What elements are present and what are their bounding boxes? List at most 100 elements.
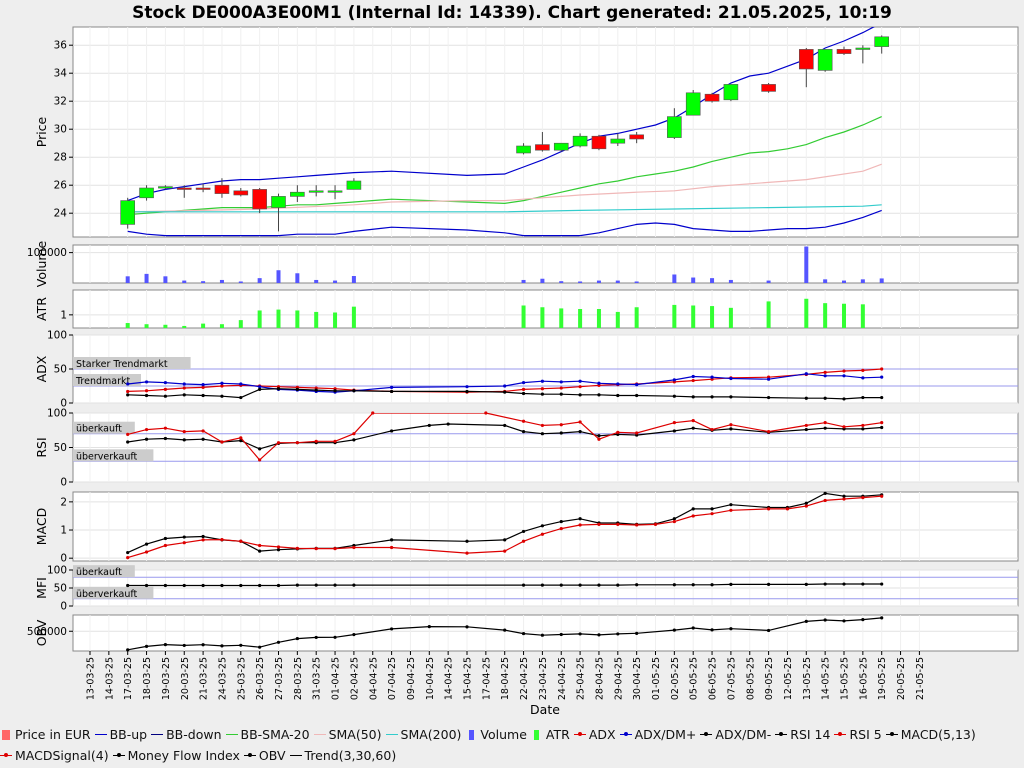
adx-panel-level-label: Trendmarkt xyxy=(75,376,130,387)
macd-panel-point-macd_signal xyxy=(144,550,149,554)
adx-panel-point-adx xyxy=(220,384,224,388)
x-tick-label: 18-03-25 xyxy=(142,657,153,700)
mfi-panel-point-mfi xyxy=(521,583,526,587)
price-line-bb_down xyxy=(127,209,882,237)
rsi-panel-point-rsi5 xyxy=(597,437,601,441)
x-tick-label: 14-03-25 xyxy=(104,657,115,700)
rsi-panel-point-rsi14 xyxy=(691,426,695,430)
obv-panel-point-obv xyxy=(578,632,582,636)
adx-panel-point-dm_plus xyxy=(503,384,507,388)
obv-panel-point-obv xyxy=(559,632,563,637)
x-tick-label: 25-04-25 xyxy=(576,657,587,700)
obv-panel-point-obv xyxy=(804,619,808,623)
adx-panel-ytick-label: 100 xyxy=(47,330,67,342)
candle-body xyxy=(572,135,588,147)
x-tick-label: 07-04-25 xyxy=(387,657,398,700)
x-tick-label: 17-03-25 xyxy=(123,657,134,700)
adx-panel-point-adx xyxy=(144,389,149,393)
macd-panel-point-macd_signal xyxy=(126,556,130,560)
adx-panel-point-dm_plus xyxy=(126,382,130,386)
mfi-panel-point-mfi xyxy=(804,582,808,587)
volume-panel-bar xyxy=(860,279,865,283)
x-tick-label: 26-03-25 xyxy=(255,657,266,700)
x-tick-label: 21-03-25 xyxy=(199,657,210,700)
legend-swatch xyxy=(573,724,586,745)
adx-panel-point-adx xyxy=(578,385,582,389)
adx-panel-point-dm_plus xyxy=(578,379,582,383)
atr-panel-bar xyxy=(615,311,620,328)
adx-panel-point-dm_plus xyxy=(710,375,714,379)
atr-panel-frame xyxy=(72,289,1019,329)
adx-panel-point-dm_minus xyxy=(578,393,582,397)
mfi-panel-point-mfi xyxy=(276,583,281,588)
x-tick-label: 21-05-25 xyxy=(915,657,926,700)
price-panel-ytick-label: 30 xyxy=(54,124,67,136)
x-tick-label: 29-04-25 xyxy=(613,657,624,700)
adx-panel-point-adx xyxy=(880,367,884,371)
rsi-panel-point-rsi5 xyxy=(672,421,676,425)
x-tick-label: 20-03-25 xyxy=(180,657,191,700)
obv-panel-point-obv xyxy=(842,619,846,623)
mfi-panel-point-mfi xyxy=(295,583,299,587)
macd-panel-point-macd xyxy=(276,548,281,552)
macd-panel-point-macd_signal xyxy=(352,545,356,550)
legend-label: ADX/DM+ xyxy=(634,727,697,742)
candle-body xyxy=(271,196,286,208)
atr-panel-bar xyxy=(728,307,733,328)
rsi-panel-point-rsi5 xyxy=(126,432,130,436)
candle-body xyxy=(591,135,607,150)
adx-panel-point-dm_minus xyxy=(842,397,846,401)
mfi-panel-point-mfi xyxy=(559,583,563,587)
x-tick-label: 01-04-25 xyxy=(331,657,342,700)
obv-panel-point-obv xyxy=(314,635,318,640)
adx-panel-point-dm_minus xyxy=(521,391,526,396)
legend-swatch xyxy=(313,724,326,745)
adx-panel-point-dm_plus xyxy=(880,375,884,379)
adx-panel-point-adx xyxy=(126,389,130,394)
rsi-panel-ytick-label: 50 xyxy=(54,442,67,454)
adx-panel-point-dm_plus xyxy=(258,385,262,389)
rsi-panel-point-rsi14 xyxy=(672,429,676,433)
volume-panel-bar xyxy=(823,279,828,283)
mfi-panel-line-mfi xyxy=(127,583,882,587)
macd-panel-ylabel: MACD xyxy=(34,508,49,545)
atr-panel-bar xyxy=(201,323,206,328)
atr-panel-bar xyxy=(295,310,300,328)
adx-panel-point-dm_plus xyxy=(729,376,733,381)
candle-body xyxy=(667,116,682,138)
adx-panel-point-dm_plus xyxy=(521,381,526,385)
rsi-panel-point-rsi14 xyxy=(427,423,431,428)
rsi-panel-point-rsi14 xyxy=(352,438,356,442)
rsi-panel-level-label: überkauft xyxy=(76,424,122,435)
macd-panel-point-macd_signal xyxy=(785,507,790,511)
legend-label: BB-down xyxy=(166,727,222,742)
legend-swatch xyxy=(385,724,398,745)
x-tick-label: 07-05-25 xyxy=(726,657,737,700)
price-panel-ytick-label: 26 xyxy=(54,180,68,192)
macd-panel-point-macd xyxy=(804,501,808,505)
rsi-panel-level-label-bg xyxy=(73,421,135,434)
atr-panel-bar xyxy=(823,303,828,328)
macd-panel-point-macd_signal xyxy=(880,494,884,498)
rsi-panel-line-rsi5 xyxy=(127,413,882,461)
legend-swatch xyxy=(112,745,125,766)
obv-panel-point-obv xyxy=(201,643,205,647)
macd-panel-point-macd_signal xyxy=(465,551,469,555)
x-tick-label: 13-05-25 xyxy=(802,657,813,700)
atr-panel-bar xyxy=(860,304,865,328)
candle-body xyxy=(139,187,154,199)
x-tick-label: 28-03-25 xyxy=(293,657,304,700)
rsi-panel-point-rsi14 xyxy=(880,425,884,430)
rsi-panel-point-rsi5 xyxy=(823,421,827,425)
price-line-sma200 xyxy=(127,204,882,213)
volume-panel-bar xyxy=(559,281,564,283)
adx-panel-point-dm_minus xyxy=(465,389,469,394)
candle-body xyxy=(214,184,230,194)
volume-panel-bar xyxy=(125,276,130,283)
candle-body xyxy=(535,144,550,151)
legend-swatch xyxy=(885,724,898,745)
obv-panel-point-obv xyxy=(465,625,469,629)
mfi-panel-point-mfi xyxy=(861,582,865,586)
rsi-panel-point-rsi14 xyxy=(804,427,808,432)
candle-body xyxy=(685,92,701,116)
